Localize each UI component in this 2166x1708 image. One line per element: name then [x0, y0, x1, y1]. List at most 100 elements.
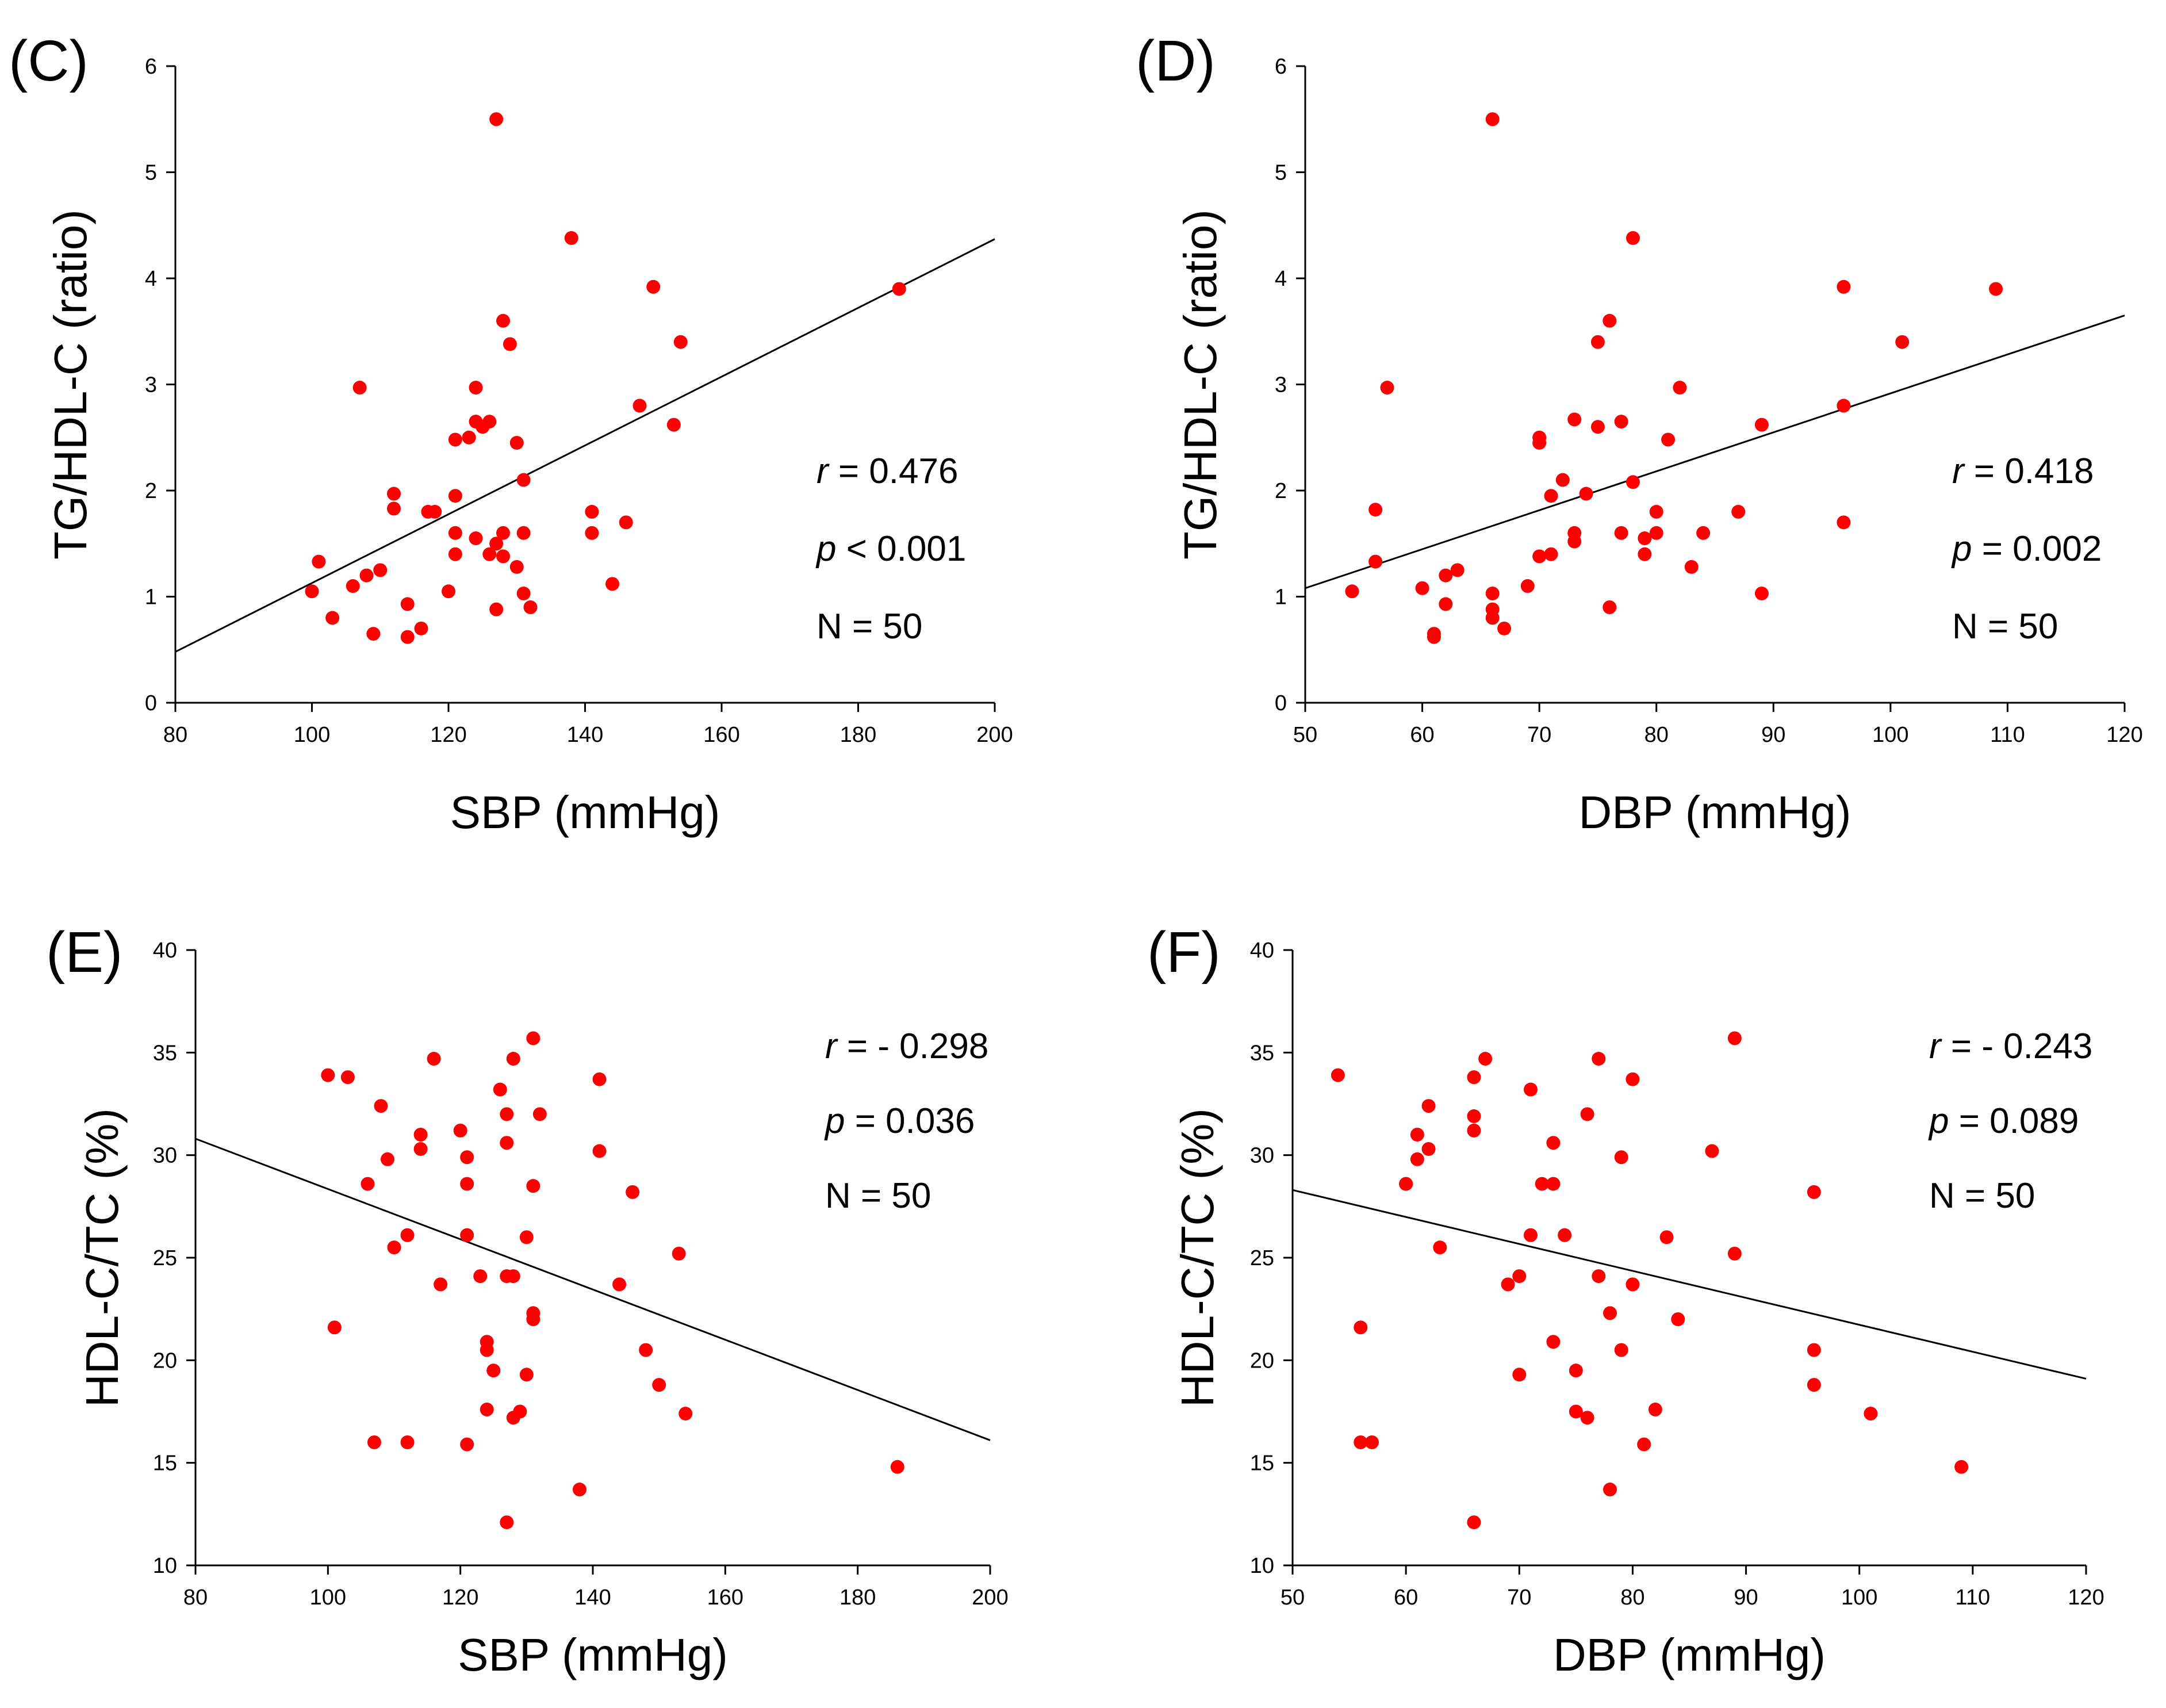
data-point: [325, 611, 340, 625]
data-point: [1592, 1052, 1606, 1066]
data-point: [1614, 1343, 1628, 1357]
data-point: [366, 627, 381, 641]
data-point: [1555, 473, 1570, 487]
y-tick-label: 15: [1250, 1452, 1274, 1476]
data-point: [448, 432, 462, 447]
y-tick-label: 0: [1275, 691, 1287, 715]
x-tick-label: 100: [1841, 1586, 1877, 1610]
data-point: [1421, 1142, 1436, 1156]
data-point: [1592, 1269, 1606, 1284]
data-point: [321, 1068, 335, 1082]
data-point: [1673, 381, 1687, 395]
data-point: [1421, 1099, 1436, 1113]
panel-label: (D): [1136, 29, 1216, 93]
data-point: [1837, 279, 1851, 294]
data-point: [1569, 1364, 1583, 1378]
data-point: [493, 1082, 507, 1097]
data-point: [526, 1312, 540, 1326]
data-point: [373, 563, 388, 577]
regression-line: [175, 238, 995, 653]
data-point: [1532, 549, 1547, 564]
data-point: [1649, 504, 1663, 519]
data-point: [340, 1070, 355, 1085]
stat-p: p = 0.036: [824, 1101, 975, 1141]
y-tick-label: 40: [153, 939, 177, 963]
data-point: [413, 1142, 428, 1156]
y-tick-label: 20: [1250, 1349, 1274, 1373]
y-tick-label: 5: [145, 161, 157, 185]
data-point: [1580, 1411, 1594, 1425]
data-point: [460, 1177, 474, 1191]
panel-label: (F): [1147, 920, 1221, 985]
stat-r: r = 0.476: [816, 451, 958, 491]
data-point: [1989, 282, 2003, 296]
data-point: [646, 279, 661, 294]
data-point: [519, 1368, 534, 1382]
data-point: [387, 487, 401, 501]
data-point: [400, 597, 415, 611]
data-point: [496, 313, 510, 328]
data-point: [1354, 1435, 1368, 1449]
y-tick-label: 5: [1275, 161, 1287, 185]
stat-n: N = 50: [816, 607, 922, 646]
data-point: [532, 1107, 547, 1121]
data-point: [513, 1404, 527, 1419]
data-point: [1648, 1402, 1662, 1416]
data-point: [414, 621, 428, 635]
x-tick-label: 90: [1761, 723, 1785, 747]
y-tick-label: 40: [1250, 939, 1274, 963]
data-point: [413, 1128, 428, 1142]
x-axis-title: DBP (mmHg): [1578, 787, 1851, 838]
data-point: [1754, 418, 1769, 432]
data-point: [1638, 531, 1652, 546]
data-point: [1727, 1031, 1742, 1046]
data-point: [305, 584, 319, 599]
y-tick-label: 4: [145, 267, 157, 291]
data-point: [592, 1072, 607, 1086]
data-point: [469, 531, 483, 546]
data-point: [1603, 1306, 1617, 1320]
data-point: [482, 415, 497, 429]
data-point: [1590, 420, 1605, 434]
data-point: [1467, 1070, 1481, 1085]
data-point: [572, 1483, 586, 1497]
data-point: [1837, 515, 1851, 530]
data-point: [1696, 526, 1711, 540]
x-tick-label: 90: [1734, 1586, 1758, 1610]
data-point: [1954, 1460, 1969, 1474]
data-point: [374, 1099, 388, 1113]
x-tick-label: 70: [1527, 723, 1551, 747]
data-point: [1684, 560, 1699, 574]
x-tick-label: 160: [703, 723, 739, 747]
x-tick-label: 200: [976, 723, 1013, 747]
y-tick-label: 25: [1250, 1246, 1274, 1270]
data-point: [1433, 1240, 1447, 1255]
data-point: [1439, 597, 1453, 611]
data-point: [1520, 579, 1535, 593]
x-tick-label: 180: [840, 723, 876, 747]
data-point: [1603, 1483, 1617, 1497]
data-point: [1590, 335, 1605, 349]
x-tick-label: 80: [1644, 723, 1669, 747]
y-axis-title: TG/HDL-C (ratio): [45, 209, 96, 560]
data-point: [1895, 335, 1910, 349]
data-point: [1497, 621, 1512, 635]
stat-r: r = - 0.243: [1929, 1027, 2092, 1066]
x-tick-label: 100: [294, 723, 330, 747]
y-tick-label: 6: [1275, 55, 1287, 79]
panel-f-chart: 50 60 70 80 90 100 110 120 10 15 20 25 30 35 40 (F) DBP …: [1147, 920, 2104, 1680]
data-point: [516, 473, 531, 487]
data-point: [673, 335, 688, 349]
x-tick-label: 110: [1990, 723, 2025, 747]
data-point: [1661, 432, 1676, 447]
y-tick-label: 3: [145, 373, 157, 397]
data-point: [1807, 1343, 1821, 1357]
data-point: [400, 1435, 415, 1449]
data-point: [666, 418, 681, 432]
y-tick-label: 35: [153, 1041, 177, 1065]
data-point: [462, 430, 476, 445]
data-point: [1365, 1435, 1379, 1449]
data-point: [626, 1185, 640, 1199]
stat-n: N = 50: [825, 1176, 931, 1216]
